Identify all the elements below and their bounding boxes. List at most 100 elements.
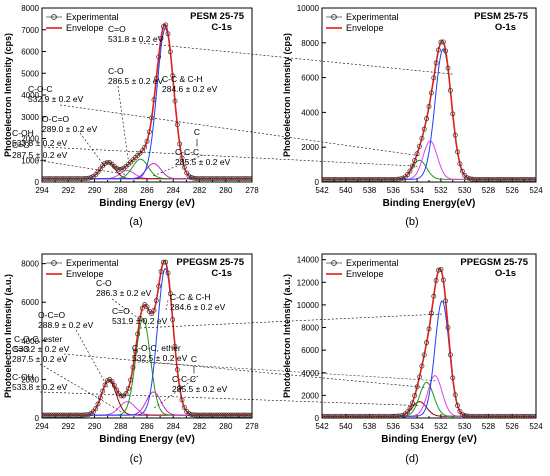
experimental-point [381,176,387,182]
y-tick-label: 10000 [297,4,320,13]
experimental-point [177,385,183,391]
experimental-point [509,413,515,418]
annotation-text: C [194,127,200,137]
experimental-point [528,413,534,418]
experimental-point [109,378,115,384]
y-axis-label: Photoelectron Intensity (a.u.) [3,274,13,398]
experimental-point [235,412,241,418]
x-axis-label: Binding Energy(eV) [383,198,476,209]
experimental-point [158,35,164,41]
annotation-text: C-OH [12,372,34,382]
experimental-point [481,413,487,418]
experimental-point [79,412,85,418]
experimental-point [471,413,477,418]
annotation-text: | [193,364,195,374]
experimental-point [383,176,389,182]
experimental-point [352,176,358,182]
experimental-point [200,176,206,182]
experimental-point [179,397,185,403]
experimental-point [343,176,349,182]
experimental-point [114,165,120,171]
x-tick-label: 278 [245,422,259,431]
experimental-point [235,176,241,182]
experimental-point [443,48,449,54]
experimental-point [338,413,344,418]
experimental-point [102,160,108,166]
experimental-point [44,412,50,418]
x-tick-label: 532 [434,186,448,195]
experimental-point [51,412,57,418]
experimental-point [436,47,441,53]
experimental-point [409,400,415,406]
y-tick-label: 8000 [301,324,319,333]
y-tick-label: 4000 [301,369,319,378]
x-tick-label: 536 [387,186,401,195]
experimental-point [216,176,222,182]
experimental-point [324,176,330,182]
experimental-point [428,310,434,316]
experimental-point [340,413,346,418]
experimental-point [412,393,418,399]
experimental-point [512,413,518,418]
experimental-point [233,412,239,418]
experimental-point [174,122,180,128]
experimental-point [195,412,201,418]
experimental-point [72,412,78,418]
experimental-point [44,176,50,182]
experimental-point [519,176,525,182]
experimental-point [188,175,194,180]
experimental-point [158,269,164,275]
plot-area [322,266,536,418]
experimental-point [462,413,468,418]
experimental-point [452,392,458,398]
experimental-point [400,412,406,418]
x-tick-label: 542 [315,422,329,431]
panel-subtitle: C-1s [211,22,232,33]
experimental-point [343,413,349,418]
experimental-point [452,132,458,138]
experimental-point [195,176,201,182]
experimental-point [378,413,384,418]
annotation-leader [165,300,169,311]
experimental-point [58,176,64,182]
y-axis-label: Photoelectron Intensity (a.u.) [282,274,292,398]
experimental-point [436,267,441,273]
legend-label-experimental: Experimental [66,12,119,22]
experimental-point [469,413,475,418]
experimental-point [179,155,185,161]
experimental-point [333,176,339,182]
x-tick-label: 524 [529,422,543,431]
panel-subtitle: C-1s [211,268,232,279]
annotation-text: C-O-C, ether [132,343,181,353]
experimental-point [488,413,494,418]
panel-title: PESM 25-75 [474,11,529,22]
experimental-point [42,176,45,182]
annotation-text: C=O [108,24,126,34]
experimental-point [62,176,68,182]
experimental-point [237,412,243,418]
panel-label: (a) [129,216,142,228]
experimental-point [369,176,375,182]
experimental-point [226,412,232,418]
x-tick-label: 530 [458,186,472,195]
experimental-point [417,143,422,149]
experimental-point [440,277,446,283]
x-tick-label: 524 [529,186,543,195]
experimental-point [42,412,47,418]
annotation-text: 533.8 ± 0.2 eV [12,138,68,148]
experimental-point [202,176,208,182]
legend-label-experimental: Experimental [346,12,399,22]
experimental-point [79,176,85,182]
component-peak-1 [42,170,252,180]
annotation-text: C-C-C [172,374,196,384]
experimental-point [507,176,513,182]
experimental-point [125,386,131,391]
annotation-leader [63,353,426,388]
component-peak-2 [322,140,536,180]
experimental-point [474,176,480,182]
experimental-point [86,411,92,417]
experimental-point [156,54,162,60]
